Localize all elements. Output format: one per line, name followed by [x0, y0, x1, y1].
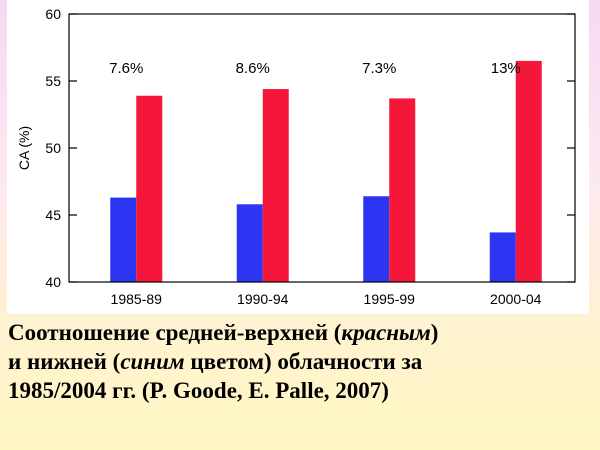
- y-axis-label: CA (%): [16, 126, 32, 170]
- bars-layer: [110, 60, 542, 283]
- bar-chart: 40 45 50 55 60 7.6% 8.6% 7.3% 13% 1985-89 1990-9…: [16, 6, 576, 307]
- caption-line-1: Соотношение средней-верхней (красным): [8, 320, 439, 345]
- x-tick-label: 1985-89: [111, 291, 163, 307]
- data-label: 7.6%: [109, 60, 143, 77]
- caption: Соотношение средней-верхней (красным) и …: [8, 318, 593, 405]
- bar-lower-cloud: [110, 197, 137, 282]
- bar-lower-cloud: [363, 196, 390, 282]
- bar-upper-cloud: [262, 89, 289, 282]
- y-tick-label: 55: [45, 73, 61, 89]
- x-tick-label: 1990-94: [237, 291, 289, 307]
- y-tick-label: 40: [45, 274, 61, 290]
- bar-upper-cloud: [515, 60, 542, 283]
- x-tick-label: 2000-04: [490, 291, 542, 307]
- bar-upper-cloud: [389, 98, 416, 282]
- y-tick-label: 60: [45, 6, 61, 22]
- caption-line-3: 1985/2004 гг. (P. Goode, E. Palle, 2007): [8, 378, 389, 403]
- caption-line-2: и нижней (синим цветом) облачности за: [8, 349, 423, 374]
- x-axis: 1985-89 1990-94 1995-99 2000-04: [111, 291, 542, 307]
- y-tick-label: 45: [45, 207, 61, 223]
- bar-lower-cloud: [236, 204, 263, 282]
- data-label: 8.6%: [236, 60, 270, 77]
- plot-frame: [68, 13, 576, 283]
- x-tick-label: 1995-99: [364, 291, 416, 307]
- y-tick-label: 50: [45, 140, 61, 156]
- chart-panel: 40 45 50 55 60 7.6% 8.6% 7.3% 13% 1985-89 1990-9…: [7, 0, 589, 314]
- bar-upper-cloud: [136, 95, 163, 283]
- data-label: 7.3%: [362, 60, 396, 77]
- data-labels-layer: 7.6% 8.6% 7.3% 13%: [109, 60, 521, 77]
- bar-lower-cloud: [489, 232, 516, 282]
- data-label: 13%: [491, 60, 521, 77]
- y-axis: 40 45 50 55 60: [45, 6, 575, 290]
